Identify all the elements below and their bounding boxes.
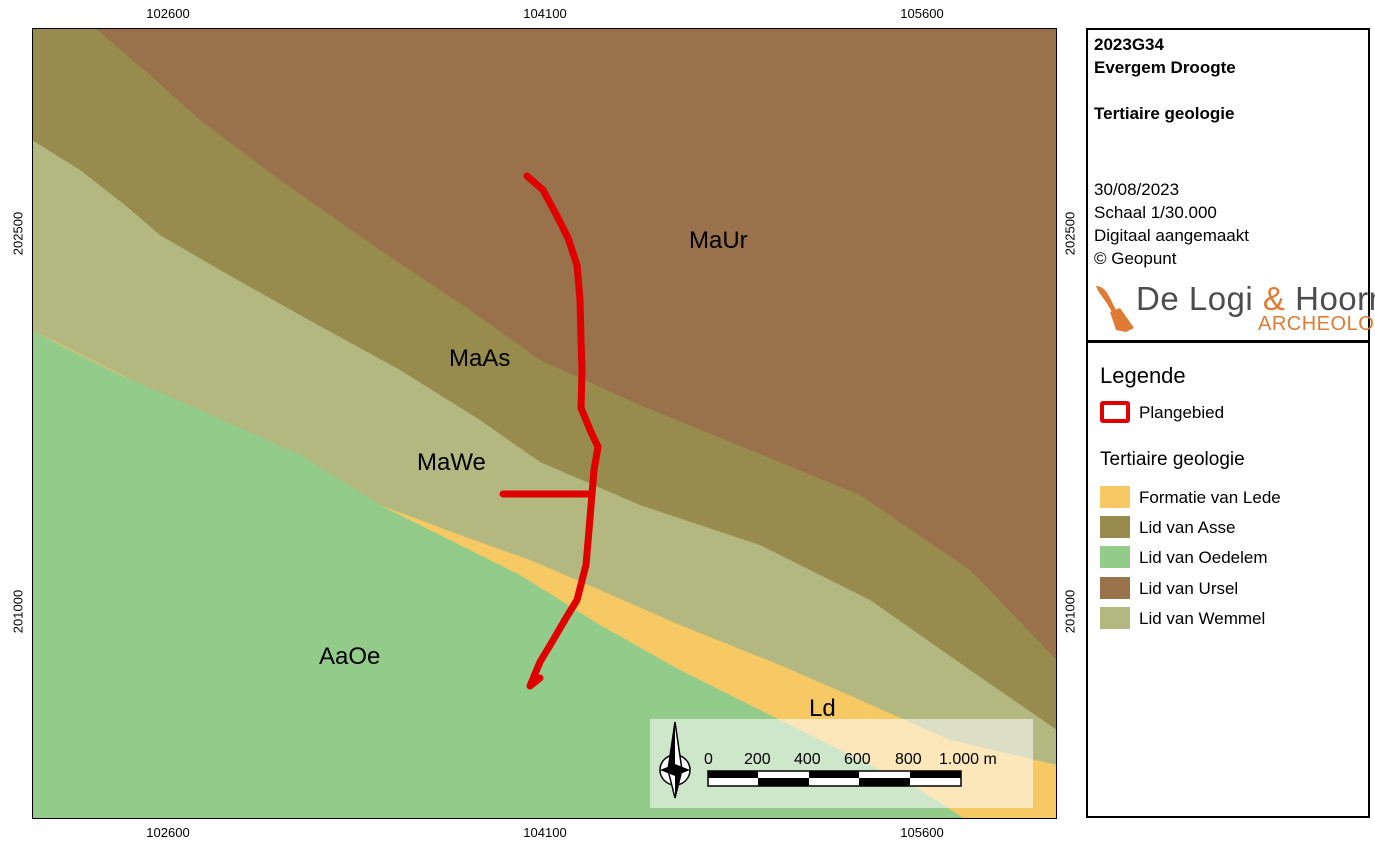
x-coordinate-top-1: 102600 [146, 6, 190, 21]
y-coordinate-left-2: 201000 [10, 589, 26, 634]
map-date: 30/08/2023 [1094, 180, 1180, 199]
x-coordinate-bottom-3: 105600 [900, 825, 944, 840]
legend-swatch [1100, 486, 1130, 508]
company-logo: De Logi & Hoorne ARCHEOLOGIE [1092, 280, 1375, 338]
x-coordinate-top-2: 104100 [523, 6, 567, 21]
legend-label-plangebied: Plangebied [1139, 403, 1225, 422]
legend-subtitle: Tertiaire geologie [1100, 449, 1245, 470]
scale-bar [707, 770, 962, 787]
geology-unit-oedelem [32, 330, 965, 819]
legend-label: Formatie van Lede [1139, 488, 1281, 507]
project-code: 2023G34 [1094, 35, 1164, 54]
north-arrow-icon [659, 721, 691, 799]
legend-label: Lid van Ursel [1139, 579, 1239, 598]
logo-name-first: De Logi [1136, 280, 1263, 317]
source-note: © Geopunt [1094, 249, 1177, 268]
scale-label-0: 0 [704, 751, 713, 768]
map-label-maur: MaUr [689, 227, 748, 254]
legend-swatch [1100, 607, 1130, 629]
legend-swatch [1100, 546, 1130, 568]
x-coordinate-bottom-1: 102600 [146, 825, 190, 840]
legend-label: Lid van Wemmel [1139, 609, 1266, 628]
y-coordinate-right-1: 202500 [1062, 211, 1078, 256]
geology-map[interactable]: MaUr MaAs MaWe AaOe Ld [32, 28, 1057, 819]
digital-note: Digitaal aangemaakt [1094, 226, 1249, 245]
map-label-maas: MaAs [449, 345, 510, 372]
y-coordinate-right-2: 201000 [1062, 589, 1078, 634]
legend-swatch [1100, 577, 1130, 599]
scale-label-1000: 1.000 m [939, 751, 997, 768]
map-title: Tertiaire geologie [1094, 104, 1235, 123]
scale-label-400: 400 [794, 751, 821, 768]
title-block: 2023G34 Evergem Droogte Tertiaire geolog… [1086, 28, 1375, 342]
outline-rectangle-icon [1100, 401, 1130, 423]
map-label-ld: Ld [809, 695, 836, 722]
legend-swatch [1100, 516, 1130, 538]
x-coordinate-top-3: 105600 [900, 6, 944, 21]
logo-subtitle: ARCHEOLOGIE [1258, 313, 1375, 335]
legend-title: Legende [1100, 363, 1186, 388]
scale-bar-box: 0 200 400 600 800 1.000 m [650, 719, 1033, 808]
scale-label-600: 600 [844, 751, 871, 768]
legend-label: Lid van Asse [1139, 518, 1236, 537]
project-name: Evergem Droogte [1094, 58, 1236, 77]
plangebied-outline[interactable] [499, 172, 602, 690]
map-label-aaoe: AaOe [319, 643, 380, 670]
y-coordinate-left-1: 202500 [10, 211, 26, 256]
scale-label-200: 200 [744, 751, 771, 768]
map-label-mawe: MaWe [417, 449, 486, 476]
x-coordinate-bottom-2: 104100 [523, 825, 567, 840]
scale-label-800: 800 [895, 751, 922, 768]
map-scale: Schaal 1/30.000 [1094, 203, 1217, 222]
legend: Legende Plangebied Tertiaire geologie Fo… [1086, 341, 1370, 818]
logo-wordmark: De Logi & Hoorne [1136, 280, 1375, 318]
logo-ampersand: & [1262, 280, 1286, 317]
trowel-icon [1096, 286, 1134, 332]
legend-label: Lid van Oedelem [1139, 548, 1268, 567]
logo-name-second: Hoorne [1295, 280, 1375, 317]
